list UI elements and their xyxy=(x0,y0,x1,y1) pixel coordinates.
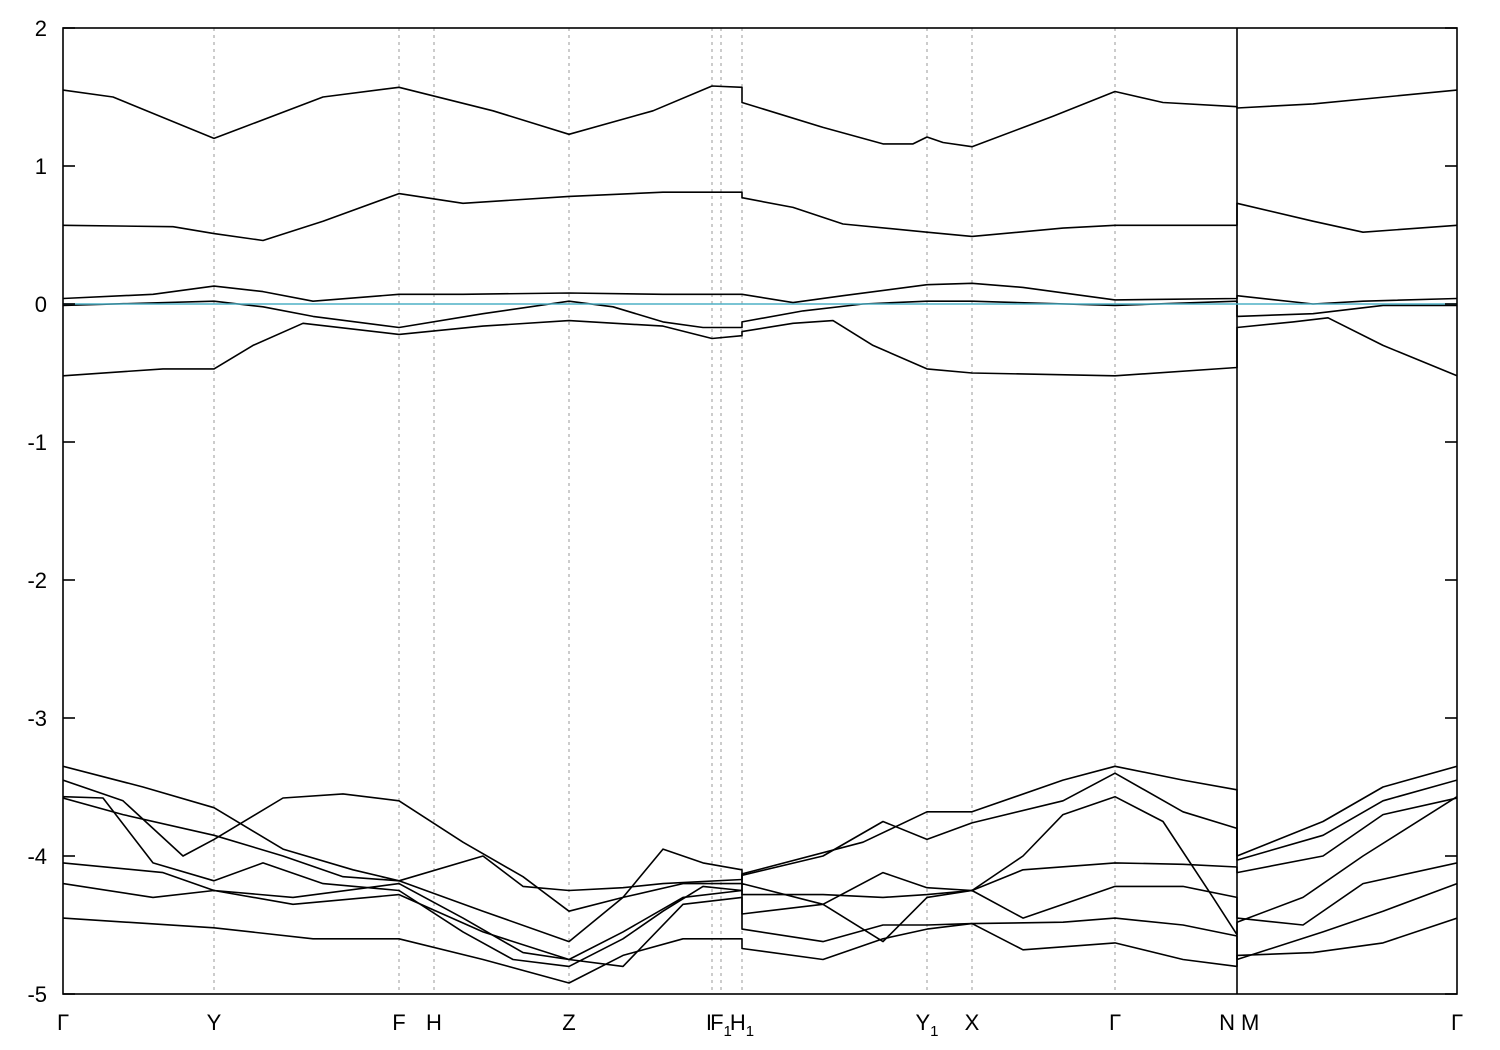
kpoint-label: H1 xyxy=(730,1010,754,1040)
kpoint-label: I xyxy=(706,1010,712,1035)
kpoint-label: Y1 xyxy=(915,1010,938,1040)
band-6 xyxy=(63,765,1457,892)
kpoint-label: N xyxy=(1219,1010,1235,1035)
y-tick-label: -4 xyxy=(27,844,47,869)
band-3 xyxy=(63,282,1457,305)
y-tick-label: -5 xyxy=(27,982,47,1007)
y-tick-label: 2 xyxy=(35,16,47,41)
band-8 xyxy=(63,795,1457,968)
kpoint-label: Y xyxy=(207,1010,222,1035)
y-axis-ticks: 2 1 0 -1 -2 -3 -4 -5 xyxy=(27,16,1457,1007)
kpoint-label: Γ xyxy=(57,1010,69,1035)
kpoint-label: F xyxy=(392,1010,405,1035)
plot-frame xyxy=(62,27,1458,995)
band-4 xyxy=(63,300,1457,329)
y-tick-label: -3 xyxy=(27,706,47,731)
y-tick-label: 1 xyxy=(35,154,47,179)
band-1 xyxy=(63,85,1457,148)
band-12 xyxy=(63,917,1457,984)
band-10 xyxy=(63,862,1457,961)
y-tick-label: -2 xyxy=(27,568,47,593)
y-tick-label: -1 xyxy=(27,430,47,455)
y-tick-label: 0 xyxy=(35,292,47,317)
kpoint-label: X xyxy=(965,1010,980,1035)
k-point-gridlines xyxy=(213,28,1238,994)
kpoint-label: Γ xyxy=(1109,1010,1121,1035)
kpoint-label: M xyxy=(1241,1010,1259,1035)
kpoint-label: F1 xyxy=(710,1010,732,1040)
kpoint-label: Z xyxy=(562,1010,575,1035)
kpoint-label: Γ xyxy=(1451,1010,1463,1035)
band-11 xyxy=(63,882,1457,968)
band-2 xyxy=(63,191,1457,242)
band-5 xyxy=(63,317,1457,377)
kpoint-label: H xyxy=(426,1010,442,1035)
energy-bands xyxy=(63,85,1457,984)
